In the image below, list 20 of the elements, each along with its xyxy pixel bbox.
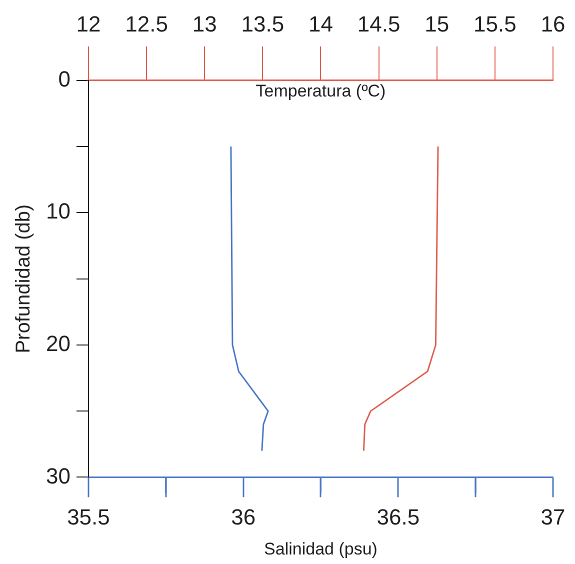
y-tick-label: 10 — [46, 198, 70, 224]
x-tick-label: 36 — [231, 504, 256, 530]
x2-tick-label: 14 — [308, 11, 333, 36]
x2-tick-label: 16 — [540, 11, 566, 36]
y-axis-title: Profundidad (db) — [12, 204, 35, 354]
x2-tick-label: 13.5 — [241, 11, 284, 36]
x2-tick-label: 14.5 — [357, 11, 400, 36]
x2-axis-title: Temperatura (ºC) — [256, 82, 386, 101]
y-tick-label: 0 — [58, 66, 70, 92]
y-tick-label: 20 — [46, 330, 70, 356]
x2-tick-label: 15.5 — [474, 11, 516, 36]
x2-tick-label: 13 — [192, 11, 217, 36]
x-tick-label: 35.5 — [67, 504, 110, 530]
x2-tick-label: 15 — [424, 11, 450, 36]
x2-tick-label: 12.5 — [125, 11, 168, 36]
x-axis-title: Salinidad (psu) — [264, 539, 378, 558]
x-tick-label: 37 — [540, 504, 566, 530]
x-tick-label: 36.5 — [376, 504, 420, 530]
y-tick-label: 30 — [46, 463, 70, 488]
x2-tick-label: 12 — [76, 11, 101, 36]
